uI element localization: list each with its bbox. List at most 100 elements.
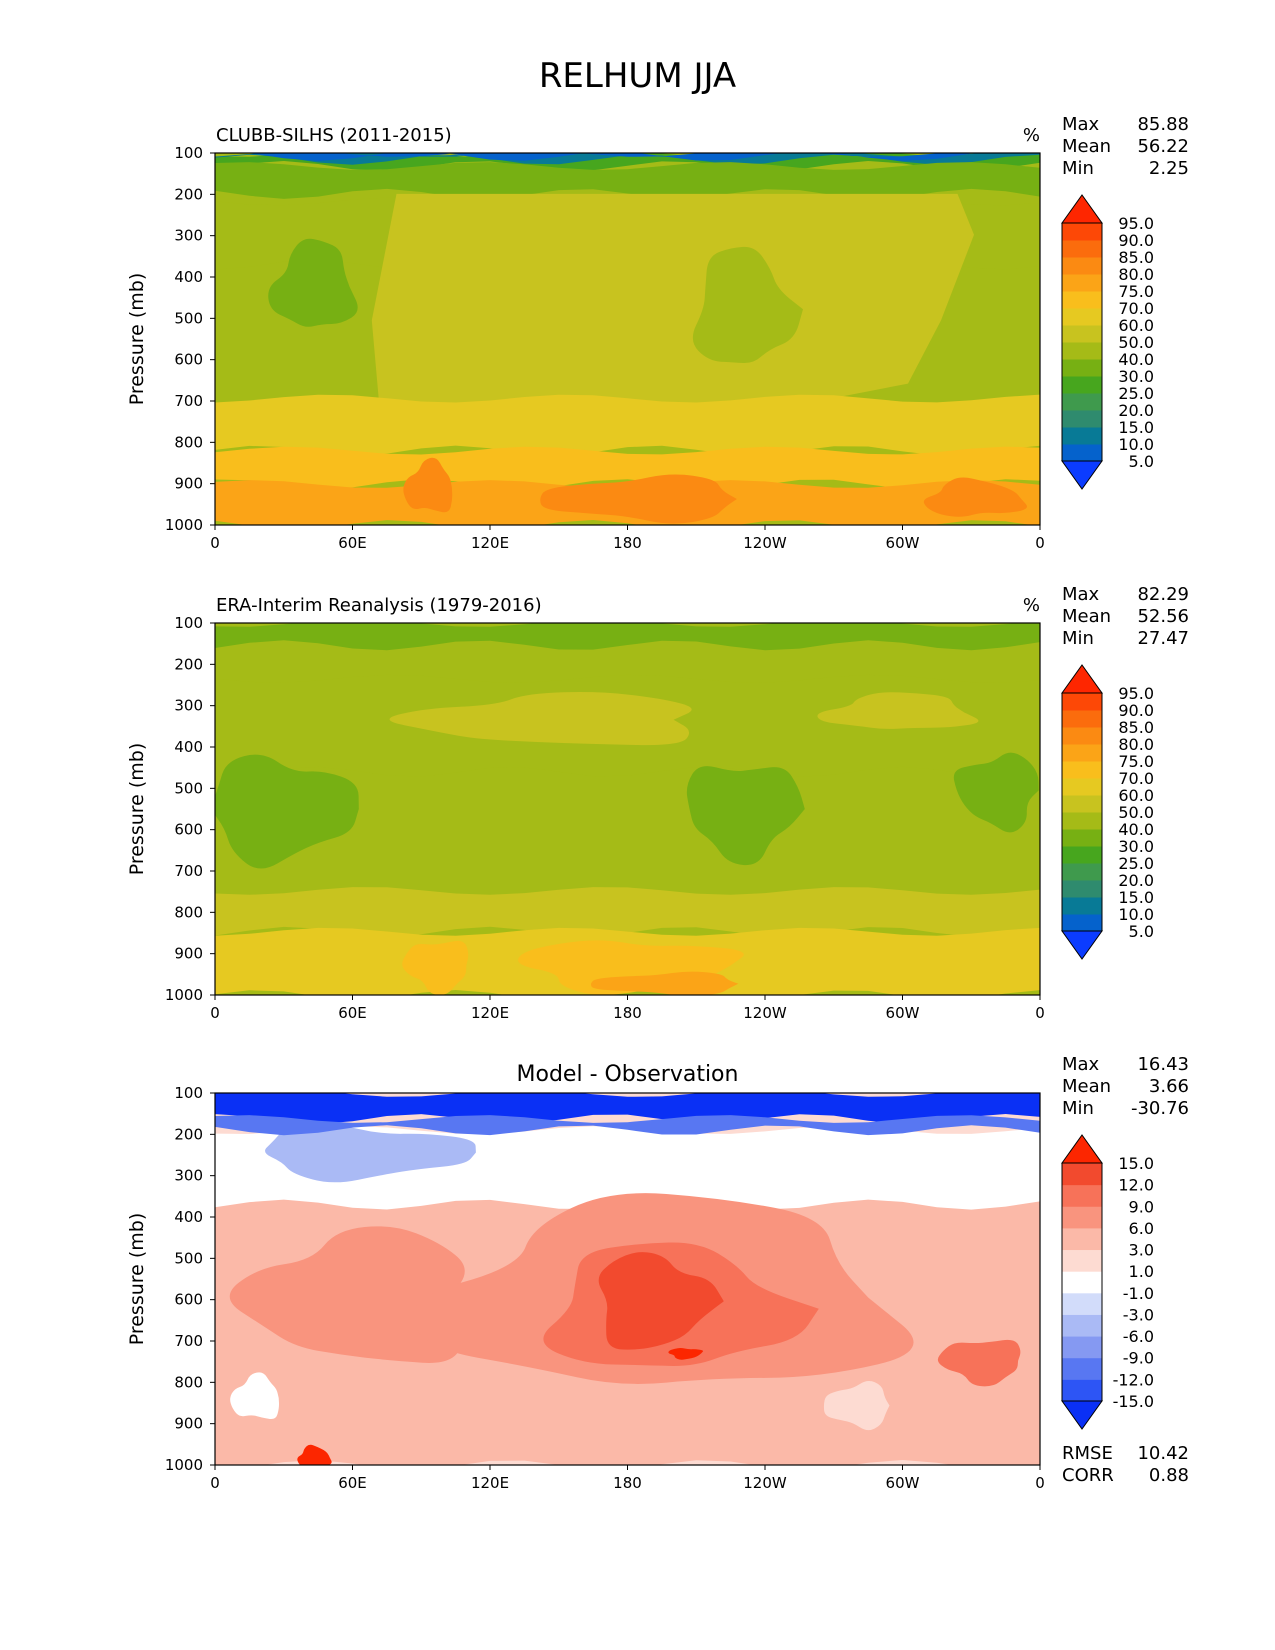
stat-label: Min <box>1062 628 1094 649</box>
contour-band <box>215 162 1040 199</box>
colorbar-level: 90.0 <box>1118 701 1154 720</box>
colorbar-swatch <box>1062 274 1102 292</box>
contour-region <box>817 692 979 729</box>
x-tick-label: 0 <box>210 1474 220 1492</box>
y-tick-label: 700 <box>174 392 203 410</box>
colorbar-level: -1.0 <box>1123 1284 1154 1303</box>
colorbar-level: 60.0 <box>1118 786 1154 805</box>
metric-value: 0.88 <box>1149 1465 1189 1486</box>
colorbar-swatch <box>1062 880 1102 898</box>
y-tick-label: 800 <box>174 1373 203 1391</box>
colorbar-swatch <box>1062 444 1102 462</box>
colorbar-swatch <box>1062 393 1102 411</box>
contour-region <box>215 754 359 869</box>
contour-region <box>268 238 358 327</box>
colorbar-swatch <box>1062 240 1102 258</box>
panel-title: CLUBB-SILHS (2011-2015) <box>216 125 452 146</box>
colorbar-swatch <box>1062 1379 1102 1402</box>
colorbar-level: 20.0 <box>1118 871 1154 890</box>
colorbar-level: 15.0 <box>1118 418 1154 437</box>
colorbar-swatch <box>1062 1184 1102 1207</box>
y-tick-label: 300 <box>174 227 203 245</box>
contour-region <box>229 1226 465 1363</box>
x-tick-label: 180 <box>613 534 642 552</box>
colorbar-level: 80.0 <box>1118 265 1154 284</box>
colorbar-level: -12.0 <box>1113 1370 1154 1389</box>
metric-label: RMSE <box>1062 1443 1113 1464</box>
contour-region <box>403 457 453 513</box>
y-tick-label: 500 <box>174 309 203 327</box>
y-tick-label: 700 <box>174 862 203 880</box>
colorbar-swatch <box>1062 342 1102 360</box>
contour-region <box>686 766 805 866</box>
stat-value: -30.76 <box>1131 1098 1189 1119</box>
contour-region <box>953 752 1039 833</box>
y-tick-label: 600 <box>174 1291 203 1309</box>
colorbar-swatch <box>1062 308 1102 326</box>
colorbar-level: 9.0 <box>1129 1197 1154 1216</box>
colorbar-swatch <box>1062 1271 1102 1294</box>
x-tick-label: 60W <box>886 534 920 552</box>
y-tick-label: 1000 <box>165 1456 203 1474</box>
y-tick-label: 400 <box>174 268 203 286</box>
y-tick-label: 600 <box>174 821 203 839</box>
colorbar-level: 75.0 <box>1118 282 1154 301</box>
colorbar-swatch <box>1062 693 1102 711</box>
y-tick-label: 700 <box>174 1332 203 1350</box>
y-tick-label: 100 <box>174 1084 203 1102</box>
colorbar-swatch <box>1062 291 1102 309</box>
x-tick-label: 60E <box>338 1474 367 1492</box>
y-tick-label: 800 <box>174 903 203 921</box>
colorbar-swatch <box>1062 325 1102 343</box>
panel-reference: 100 200 300 400 500 600 700 800 900 1000 0 60E 120E 1… <box>126 584 1189 1022</box>
y-axis-label: Pressure (mb) <box>126 1213 148 1346</box>
stat-value: 85.88 <box>1137 114 1189 135</box>
colorbar-frame <box>1061 692 1103 932</box>
x-tick-label: 60E <box>338 534 367 552</box>
colorbar-extend-top <box>1061 194 1103 224</box>
x-tick-label: 180 <box>613 1474 642 1492</box>
colorbar-extend-top <box>1061 1134 1103 1164</box>
x-tick-label: 120E <box>471 1474 509 1492</box>
stat-value: 2.25 <box>1149 158 1189 179</box>
colorbar-swatch <box>1062 223 1102 241</box>
x-tick-label: 120W <box>743 534 787 552</box>
colorbar-level: 40.0 <box>1118 820 1154 839</box>
colorbar: 5.010.015.020.025.030.040.050.060.070.07… <box>1061 194 1154 490</box>
y-tick-label: 900 <box>174 1415 203 1433</box>
panel-title: Model - Observation <box>517 1062 739 1087</box>
colorbar-level: 75.0 <box>1118 752 1154 771</box>
colorbar-level: 5.0 <box>1129 452 1154 471</box>
colorbar-swatch <box>1062 778 1102 796</box>
x-tick-label: 60W <box>886 1474 920 1492</box>
stat-label: Max <box>1062 584 1100 605</box>
contour-region <box>923 477 1027 517</box>
colorbar-level: 80.0 <box>1118 735 1154 754</box>
contour-region <box>692 246 803 364</box>
stat-value: 16.43 <box>1137 1054 1189 1075</box>
colorbar-level: 3.0 <box>1129 1241 1154 1260</box>
colorbar-frame <box>1061 222 1103 462</box>
colorbar-level: 90.0 <box>1118 231 1154 250</box>
y-tick-label: 200 <box>174 185 203 203</box>
contour-region <box>668 1348 704 1360</box>
x-tick-label: 0 <box>210 1004 220 1022</box>
x-tick-label: 120W <box>743 1004 787 1022</box>
x-tick-label: 60E <box>338 1004 367 1022</box>
colorbar-swatch <box>1062 795 1102 813</box>
colorbar-level: 25.0 <box>1118 854 1154 873</box>
y-tick-label: 400 <box>174 1208 203 1226</box>
contour-region <box>265 1125 476 1183</box>
stat-label: Max <box>1062 1054 1100 1075</box>
figure-title: RELHUM JJA <box>538 56 737 96</box>
colorbar-level: 85.0 <box>1118 718 1154 737</box>
x-tick-label: 0 <box>1035 1004 1045 1022</box>
y-tick-label: 300 <box>174 697 203 715</box>
colorbar-level: 12.0 <box>1118 1176 1154 1195</box>
panel-difference: 100 200 300 400 500 600 700 800 900 1000 0 60E 120E 1… <box>126 1054 1189 1492</box>
colorbar-level: 50.0 <box>1118 333 1154 352</box>
metric-value: 10.42 <box>1137 1443 1189 1464</box>
colorbar-swatch <box>1062 846 1102 864</box>
colorbar-level: 30.0 <box>1118 837 1154 856</box>
